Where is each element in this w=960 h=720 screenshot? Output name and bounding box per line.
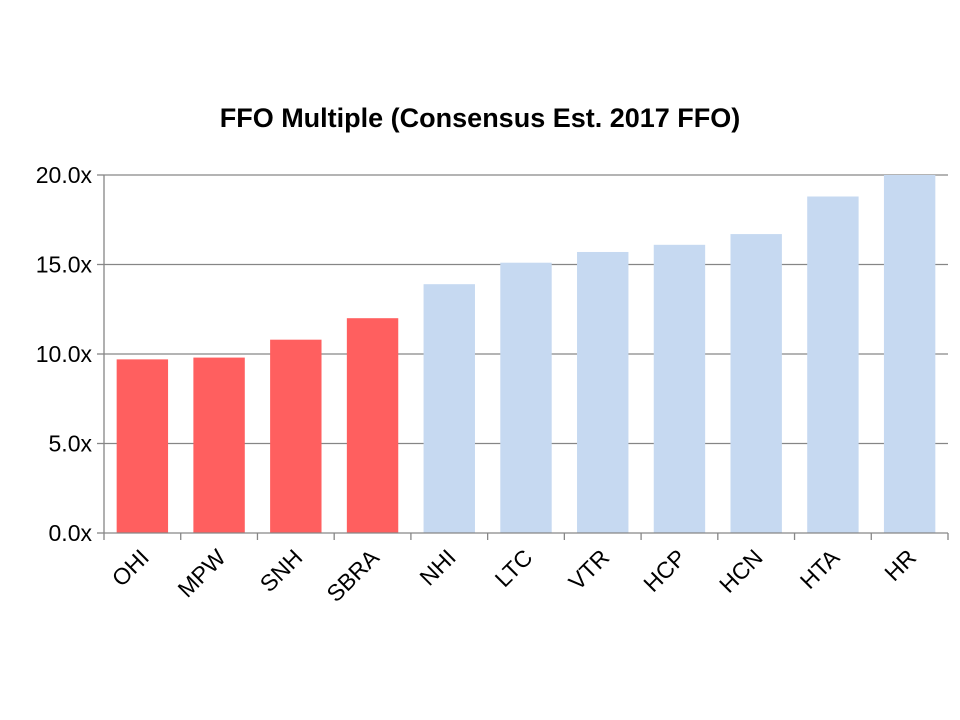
x-tick-label: VTR — [563, 544, 614, 595]
bar-mpw — [193, 357, 245, 533]
y-tick-label: 20.0x — [36, 162, 93, 188]
y-tick-label: 15.0x — [36, 252, 93, 278]
bar-nhi — [423, 284, 475, 533]
bar-vtr — [577, 251, 629, 533]
x-tick-label: LTC — [490, 544, 538, 592]
y-tick-label: 5.0x — [49, 431, 93, 457]
y-tick-label: 10.0x — [36, 341, 93, 367]
bar-snh — [270, 339, 322, 533]
x-tick-label: HCN — [714, 544, 768, 598]
bar-sbra — [346, 318, 399, 533]
bar-hr — [883, 175, 936, 533]
x-tick-label: HTA — [795, 544, 845, 594]
x-tick-label: HR — [879, 544, 921, 586]
bar-hcp — [653, 244, 706, 533]
bar-ltc — [500, 262, 552, 533]
x-tick-label: HCP — [638, 544, 691, 597]
x-tick-label: OHI — [107, 544, 154, 591]
x-tick-label: SBRA — [321, 544, 384, 607]
x-tick-label: SNH — [255, 544, 308, 597]
x-tick-label: NHI — [414, 544, 460, 590]
bar-hcn — [730, 234, 782, 533]
bar-hta — [807, 196, 859, 534]
y-tick-label: 0.0x — [49, 520, 93, 546]
chart-title: FFO Multiple (Consensus Est. 2017 FFO) — [219, 103, 741, 133]
bar-ohi — [116, 359, 169, 533]
x-tick-label: MPW — [172, 544, 230, 602]
